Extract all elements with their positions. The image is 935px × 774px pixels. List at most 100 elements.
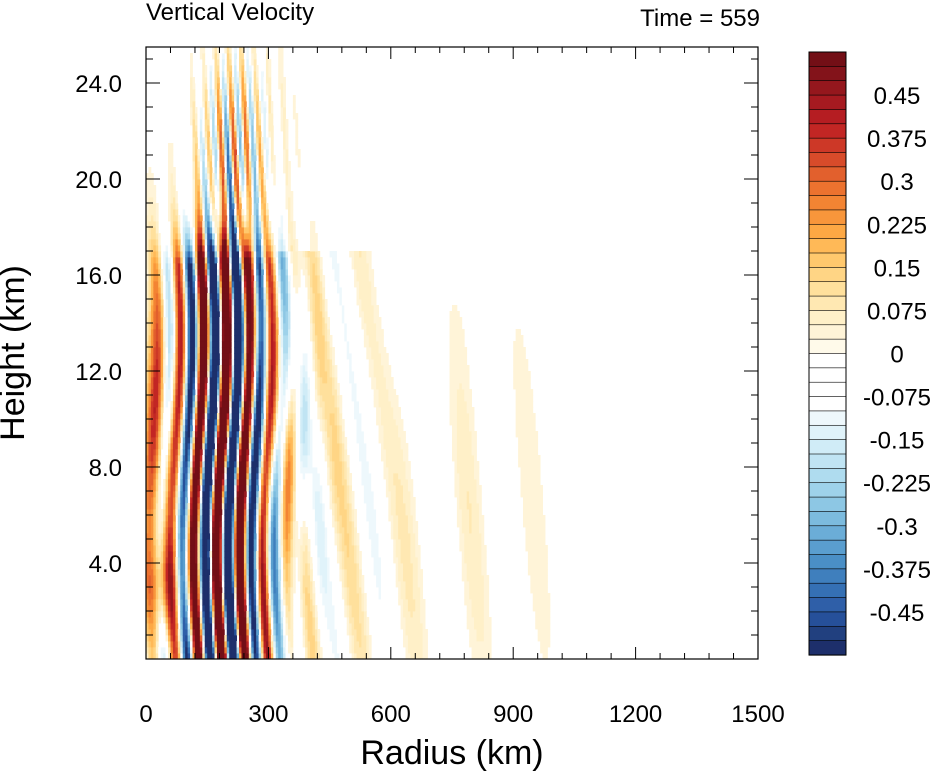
heatmap-cell	[275, 125, 279, 132]
heatmap-cell	[199, 437, 203, 444]
heatmap-cell	[185, 119, 189, 126]
heatmap-cell	[226, 449, 230, 456]
heatmap-cell	[261, 173, 264, 180]
heatmap-cell	[268, 443, 272, 450]
heatmap-cell	[204, 155, 208, 162]
heatmap-cell	[226, 251, 230, 258]
heatmap-cell	[185, 293, 189, 300]
heatmap-cell	[221, 131, 225, 138]
heatmap-cell	[243, 515, 247, 522]
heatmap-cell	[204, 143, 208, 150]
heatmap-cell	[216, 611, 220, 618]
heatmap-cell	[185, 329, 189, 336]
heatmap-cell	[251, 629, 255, 636]
heatmap-cell	[251, 365, 255, 372]
heatmap-cell	[256, 335, 260, 342]
heatmap-cell	[270, 425, 274, 432]
heatmap-cell	[202, 443, 206, 450]
heatmap-cell	[197, 479, 201, 486]
heatmap-cell	[192, 317, 196, 324]
heatmap-cell	[155, 575, 159, 582]
heatmap-cell	[199, 443, 203, 450]
heatmap-cell	[246, 575, 250, 582]
heatmap-cell	[251, 125, 255, 132]
heatmap-cell	[256, 119, 260, 126]
heatmap-cell	[243, 101, 247, 108]
heatmap-cell	[265, 635, 269, 642]
heatmap-cell	[209, 263, 213, 270]
heatmap-cell	[224, 443, 228, 450]
heatmap-cell	[226, 419, 230, 426]
heatmap-cell	[219, 587, 223, 594]
heatmap-cell	[155, 341, 159, 348]
heatmap-cell	[270, 413, 274, 420]
heatmap-cell	[190, 59, 193, 66]
heatmap-cell	[278, 191, 282, 198]
heatmap-cell	[261, 497, 264, 504]
heatmap-cell	[270, 365, 274, 372]
heatmap-cell	[207, 587, 211, 594]
heatmap-cell	[185, 653, 189, 659]
heatmap-cell	[214, 221, 218, 228]
heatmap-cell	[170, 383, 174, 390]
heatmap-cell	[226, 563, 230, 570]
heatmap-cell	[150, 653, 154, 659]
heatmap-cell	[224, 227, 228, 234]
heatmap-cell	[207, 371, 211, 378]
heatmap-cell	[214, 287, 218, 294]
heatmap-cell	[216, 71, 220, 78]
heatmap-cell	[212, 563, 215, 570]
heatmap-cell	[212, 431, 215, 438]
heatmap-cell	[192, 383, 196, 390]
heatmap-cell	[219, 149, 223, 156]
heatmap-cell	[263, 221, 267, 228]
heatmap-cell	[268, 389, 272, 396]
heatmap-cell	[236, 371, 240, 378]
heatmap-cell	[248, 227, 252, 234]
heatmap-cell	[202, 65, 206, 72]
heatmap-cell	[214, 629, 218, 636]
heatmap-cell	[180, 329, 184, 336]
heatmap-cell	[204, 485, 208, 492]
heatmap-cell	[265, 551, 269, 558]
heatmap-cell	[273, 401, 277, 408]
heatmap-cell	[158, 599, 162, 606]
heatmap-cell	[234, 239, 237, 246]
heatmap-cell	[214, 503, 218, 510]
heatmap-cell	[207, 479, 211, 486]
heatmap-cell	[197, 509, 201, 516]
heatmap-cell	[241, 239, 245, 246]
heatmap-cell	[204, 521, 208, 528]
heatmap-cell	[175, 485, 179, 492]
heatmap-cell	[180, 317, 184, 324]
heatmap-cell	[221, 287, 225, 294]
heatmap-cell	[243, 509, 247, 516]
heatmap-cell	[256, 245, 260, 252]
heatmap-cell	[155, 599, 159, 606]
heatmap-cell	[239, 557, 242, 564]
heatmap-cell	[175, 497, 179, 504]
heatmap-cell	[172, 209, 176, 216]
heatmap-cell	[148, 617, 152, 624]
heatmap-cell	[216, 569, 220, 576]
heatmap-cell	[258, 533, 262, 540]
heatmap-cell	[153, 335, 157, 342]
heatmap-cell	[170, 269, 174, 276]
heatmap-cell	[239, 497, 242, 504]
heatmap-cell	[268, 413, 272, 420]
heatmap-cell	[261, 251, 264, 258]
heatmap-cell	[146, 527, 149, 534]
heatmap-cell	[204, 647, 208, 654]
heatmap-cell	[192, 377, 196, 384]
heatmap-cell	[216, 251, 220, 258]
heatmap-cell	[248, 311, 252, 318]
heatmap-cell	[153, 407, 157, 414]
heatmap-cell	[146, 653, 149, 659]
heatmap-cell	[273, 551, 277, 558]
heatmap-cell	[216, 305, 220, 312]
heatmap-cell	[177, 227, 181, 234]
heatmap-cell	[224, 251, 228, 258]
heatmap-cell	[239, 335, 242, 342]
heatmap-cell	[150, 401, 154, 408]
heatmap-cell	[202, 125, 206, 132]
